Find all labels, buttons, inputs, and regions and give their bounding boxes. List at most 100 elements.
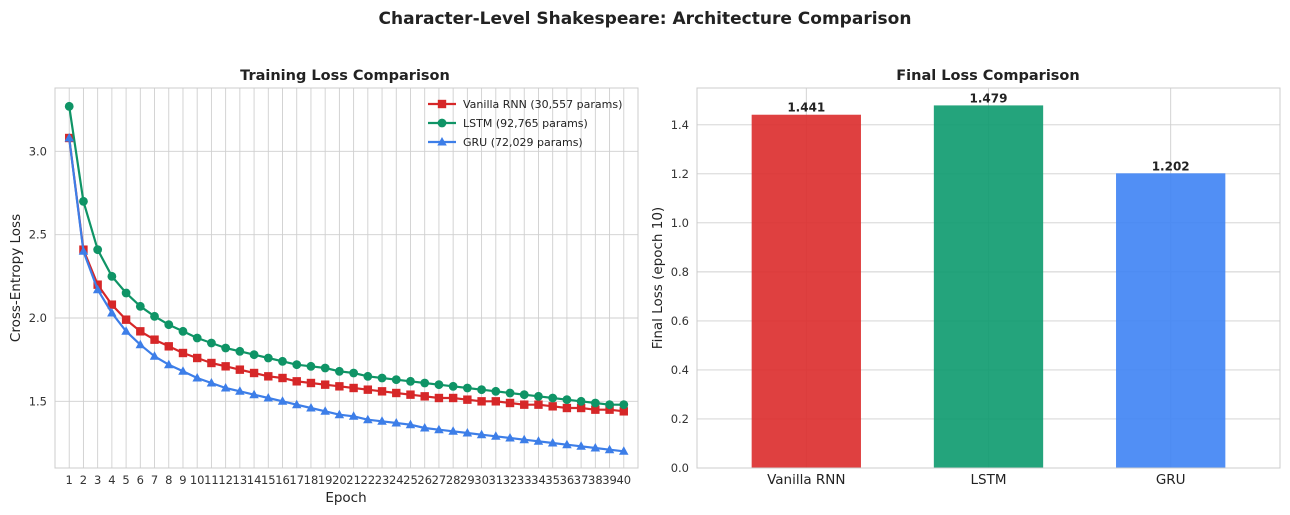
series-0-point bbox=[93, 280, 102, 289]
series-0-point bbox=[562, 403, 572, 413]
line-chart-x-tick-label: 39 bbox=[602, 473, 617, 487]
series-1-point bbox=[278, 356, 287, 366]
line-chart-x-tick-label: 22 bbox=[361, 473, 376, 487]
line-chart-x-tick-label: 30 bbox=[474, 473, 489, 487]
series-0-point bbox=[278, 373, 287, 383]
series-1-point bbox=[164, 320, 174, 330]
series-1-point bbox=[491, 386, 501, 396]
series-2-point bbox=[348, 411, 359, 420]
series-0-point bbox=[107, 300, 117, 309]
bar-chart-bars: 1.441 1.479 1.202 bbox=[751, 91, 1226, 469]
series-0-point bbox=[335, 382, 344, 391]
final-loss-chart: Final Loss Comparison 1.441 1.479 1.202 0.… bbox=[650, 68, 1281, 488]
series-2-point bbox=[533, 436, 544, 445]
series-line-2 bbox=[68, 137, 624, 453]
line-chart-x-tick-label: 14 bbox=[247, 473, 262, 487]
line-chart-y-tick-label: 3.0 bbox=[29, 144, 47, 158]
series-2-point bbox=[320, 406, 330, 415]
line-chart-x-tick-label: 19 bbox=[318, 473, 333, 487]
series-0-point bbox=[477, 397, 486, 406]
bar-chart-y-tick-label: 0.6 bbox=[671, 314, 689, 328]
series-1-point bbox=[391, 375, 401, 385]
series-0-point bbox=[221, 362, 230, 371]
series-1-point bbox=[562, 395, 572, 405]
series-1-point bbox=[334, 366, 344, 376]
series-0-point bbox=[235, 365, 245, 374]
legend-swatch-marker-0 bbox=[437, 99, 447, 109]
series-0-point bbox=[406, 390, 415, 399]
series-2-point bbox=[519, 434, 529, 444]
series-1-point bbox=[107, 271, 117, 281]
series-2-point bbox=[306, 403, 316, 412]
series-0-point bbox=[178, 348, 188, 358]
series-0-point bbox=[192, 353, 202, 363]
series-1-point bbox=[534, 391, 543, 401]
series-1-point bbox=[590, 398, 600, 408]
series-0-point bbox=[548, 402, 557, 411]
line-chart-x-tick-label: 35 bbox=[545, 473, 560, 487]
series-2-point bbox=[576, 441, 586, 450]
line-chart-x-label: Epoch bbox=[325, 490, 366, 506]
series-2-point bbox=[206, 378, 217, 387]
series-2-point bbox=[505, 433, 515, 442]
line-chart-legend: Vanilla RNN (30,557 params) LSTM (92,765 … bbox=[428, 98, 622, 149]
bar-chart-x-ticks: Vanilla RNN LSTM GRU bbox=[767, 472, 1185, 488]
bar-value-label: 1.479 bbox=[970, 91, 1008, 105]
series-2-point bbox=[149, 351, 160, 360]
series-0-point bbox=[349, 383, 358, 393]
bar-chart-y-tick-label: 1.4 bbox=[671, 118, 689, 132]
legend-entry-0: Vanilla RNN (30,557 params) bbox=[463, 98, 622, 111]
series-0-point bbox=[619, 407, 628, 416]
line-chart-y-ticks: 1.5 2.0 2.5 3.0 bbox=[29, 144, 47, 408]
line-chart-y-label: Cross-Entropy Loss bbox=[8, 214, 24, 342]
line-chart-x-tick-label: 8 bbox=[165, 473, 172, 487]
line-chart-x-tick-label: 33 bbox=[517, 473, 532, 487]
series-0-point bbox=[363, 385, 373, 394]
line-chart-x-tick-label: 16 bbox=[275, 473, 290, 487]
line-chart-x-tick-label: 31 bbox=[488, 473, 503, 487]
series-1-point bbox=[64, 101, 74, 111]
line-chart-x-tick-label: 1 bbox=[66, 473, 73, 487]
line-chart-x-tick-label: 15 bbox=[261, 473, 276, 487]
series-2-point bbox=[135, 339, 146, 349]
line-chart-x-ticks: 1 2 3 4 5 6 7 8 9 10 11 12 13 14 15 16 17 18 19 20 21 22 23 24 2… bbox=[66, 473, 632, 487]
legend-swatch-marker-1 bbox=[437, 118, 447, 128]
bar-value-label: 1.202 bbox=[1152, 159, 1190, 173]
line-chart-x-tick-label: 28 bbox=[446, 473, 461, 487]
series-2-point bbox=[334, 409, 345, 419]
line-chart-x-tick-label: 4 bbox=[108, 473, 115, 487]
line-chart-x-tick-label: 25 bbox=[403, 473, 418, 487]
line-chart-series bbox=[64, 101, 629, 455]
bar-chart-y-ticks: 0.0 0.2 0.4 0.6 0.8 1.0 1.2 1.4 bbox=[671, 118, 689, 475]
series-2-point bbox=[377, 416, 387, 425]
line-chart-x-tick-label: 12 bbox=[218, 473, 233, 487]
line-chart-x-tick-label: 40 bbox=[616, 473, 631, 487]
line-chart-x-tick-label: 11 bbox=[204, 473, 219, 487]
series-1-point bbox=[448, 381, 458, 391]
series-1-point bbox=[79, 196, 88, 206]
series-1-point bbox=[548, 393, 558, 403]
series-2-point bbox=[476, 429, 487, 439]
bar-chart-frame bbox=[696, 87, 1281, 469]
series-0-point bbox=[150, 335, 159, 344]
line-chart-x-tick-label: 21 bbox=[346, 473, 361, 487]
series-2-point bbox=[547, 438, 558, 447]
series-1-point bbox=[619, 400, 629, 410]
series-1-point bbox=[462, 383, 472, 393]
bar-category-label: Vanilla RNN bbox=[767, 472, 845, 488]
series-2-point bbox=[192, 373, 202, 382]
series-1-point bbox=[135, 301, 145, 311]
series-0-point bbox=[448, 393, 458, 403]
line-chart-y-tick-label: 2.5 bbox=[29, 228, 47, 242]
series-2-point bbox=[491, 431, 501, 440]
series-1-point bbox=[121, 288, 131, 298]
figure-title: Character-Level Shakespeare: Architectur… bbox=[379, 9, 912, 29]
line-chart-title: Training Loss Comparison bbox=[240, 68, 450, 84]
series-2-point bbox=[235, 386, 245, 395]
line-chart-y-tick-label: 1.5 bbox=[29, 394, 47, 408]
series-2-point bbox=[420, 423, 430, 432]
series-2-point bbox=[363, 414, 373, 424]
bar-chart-y-tick-label: 0.0 bbox=[671, 461, 689, 475]
bar-category-label: LSTM bbox=[971, 472, 1007, 488]
